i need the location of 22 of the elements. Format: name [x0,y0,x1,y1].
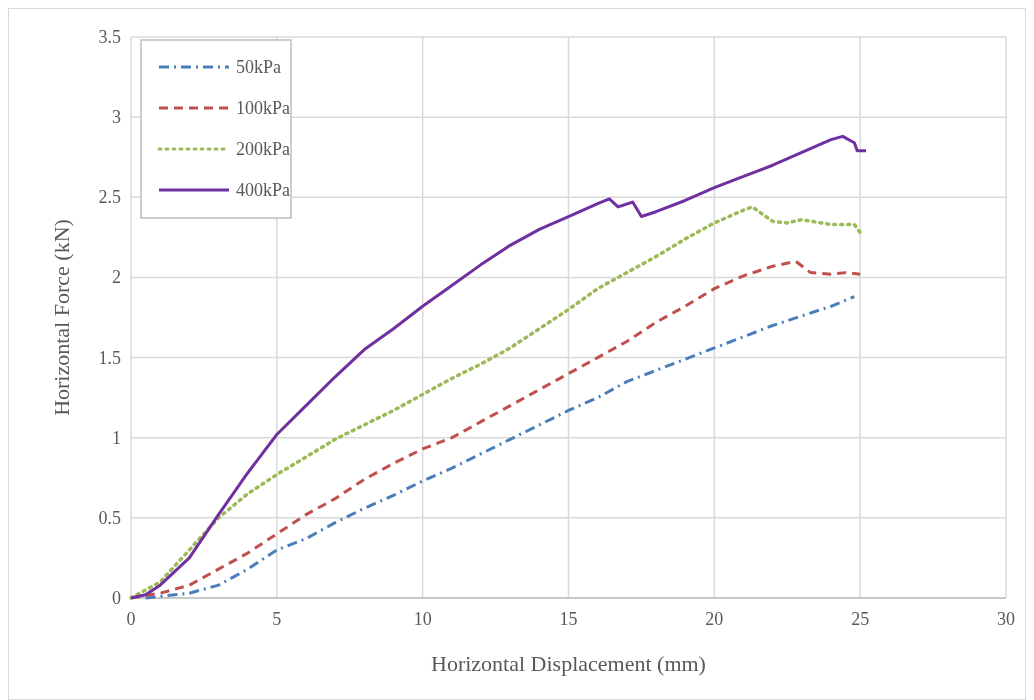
legend-label: 200kPa [236,139,291,159]
y-tick-label: 3 [112,107,121,128]
legend-label: 100kPa [236,98,291,118]
y-tick-label: 3.5 [98,27,121,47]
x-tick-label: 30 [997,609,1015,629]
legend-label: 50kPa [236,57,282,77]
y-tick-label: 1 [112,427,121,448]
x-tick-label: 10 [413,609,432,629]
x-tick-label: 5 [272,609,282,629]
y-tick-label: 2 [112,267,121,288]
x-tick-label: 25 [851,609,870,629]
y-tick-label: 0.5 [98,507,121,528]
y-tick-label: 0 [112,588,121,608]
x-tick-label: 15 [559,609,578,629]
line-series [129,134,868,600]
y-tick-label: 2.5 [98,187,121,208]
x-tick-label: 20 [705,609,724,629]
x-axis-title: Horizontal Displacement (mm) [431,651,706,676]
y-tick-label: 1.5 [98,347,121,368]
x-tick-label: 0 [126,609,136,629]
legend-label: 400kPa [236,180,291,200]
y-axis-title: Horizontal Force (kN) [49,219,74,416]
